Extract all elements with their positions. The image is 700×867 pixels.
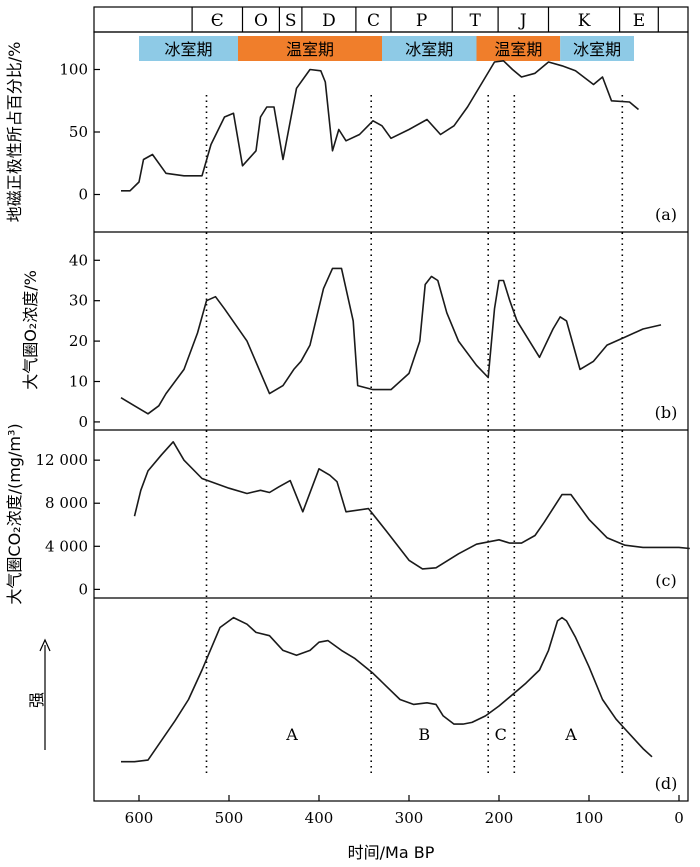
panel-b-label: (b) bbox=[655, 403, 678, 422]
icehouse-band-label: 冰室期 bbox=[405, 40, 453, 59]
plot-frame bbox=[93, 31, 689, 802]
period-label: J bbox=[518, 11, 527, 31]
dotted-reference-lines bbox=[205, 95, 624, 776]
y-axis-labels: 地磁正极性所占百分比/% 大气圈O₂浓度/% 大气圈CO₂浓度/(mg/m³) 强 bbox=[5, 42, 46, 708]
region-label: A bbox=[285, 725, 298, 744]
strength-arrow bbox=[39, 638, 51, 750]
y-tick-label: 10 bbox=[69, 373, 88, 391]
panel-c-ylabel: 大气圈CO₂浓度/(mg/m³) bbox=[5, 423, 24, 604]
period-label: T bbox=[469, 11, 481, 31]
y-tick-label: 0 bbox=[78, 580, 88, 598]
x-tick-label: 500 bbox=[215, 809, 244, 827]
x-tick-label: 100 bbox=[575, 809, 604, 827]
region-label: B bbox=[418, 725, 430, 744]
x-axis-ticks: 600 500 400 300 200 100 0 bbox=[125, 795, 684, 827]
period-label: Є bbox=[211, 11, 224, 31]
panel-dividers bbox=[94, 231, 688, 599]
panel-d-label: (d) bbox=[655, 774, 678, 793]
y-axis-ticks: 0 50 100 0 10 20 30 40 0 4 000 8 000 12 000 bbox=[36, 61, 100, 598]
x-axis-label: 时间/Ma BP bbox=[348, 843, 435, 862]
x-tick-label: 600 bbox=[125, 809, 154, 827]
greenhouse-band-label: 温室期 bbox=[494, 40, 542, 59]
y-tick-label: 4 000 bbox=[45, 537, 88, 555]
icehouse-band-label: 冰室期 bbox=[573, 40, 621, 59]
period-label: O bbox=[254, 11, 268, 31]
icehouse-band bbox=[560, 36, 634, 61]
panel-labels: (a) (b) (c) (d) bbox=[655, 205, 678, 793]
panel-a-label: (a) bbox=[655, 205, 677, 224]
data-curves bbox=[120, 60, 690, 763]
strength-arrow-head bbox=[39, 638, 51, 652]
period-label: S bbox=[285, 11, 297, 31]
y-tick-label: 0 bbox=[78, 413, 88, 431]
y-tick-label: 20 bbox=[69, 332, 88, 350]
y-tick-label: 12 000 bbox=[36, 451, 89, 469]
climate-bands: 冰室期 温室期 冰室期 温室期 冰室期 bbox=[139, 36, 634, 61]
y-tick-label: 8 000 bbox=[45, 494, 88, 512]
period-label: E bbox=[633, 11, 645, 31]
panel-d-ylabel: 强 bbox=[27, 692, 46, 708]
icehouse-band bbox=[139, 36, 238, 61]
panel-c-curve bbox=[133, 441, 690, 570]
y-tick-label: 100 bbox=[59, 61, 88, 79]
x-tick-label: 200 bbox=[485, 809, 514, 827]
x-tick-label: 300 bbox=[395, 809, 424, 827]
region-label: C bbox=[495, 725, 507, 744]
icehouse-band bbox=[382, 36, 477, 61]
panel-b-ylabel: 大气圈O₂浓度/% bbox=[21, 270, 40, 390]
period-label: P bbox=[416, 11, 427, 31]
greenhouse-band bbox=[476, 36, 561, 61]
y-tick-label: 30 bbox=[69, 292, 88, 310]
region-label: A bbox=[564, 725, 577, 744]
greenhouse-band bbox=[238, 36, 382, 61]
period-label: C bbox=[367, 11, 380, 31]
y-tick-label: 40 bbox=[69, 251, 88, 269]
panel-a-curve bbox=[121, 60, 640, 192]
panel-c-label: (c) bbox=[655, 571, 676, 590]
x-tick-label: 0 bbox=[674, 809, 684, 827]
panel-d-curve bbox=[121, 616, 653, 763]
greenhouse-band-label: 温室期 bbox=[286, 40, 334, 59]
period-label: D bbox=[322, 11, 336, 31]
panel-a-ylabel: 地磁正极性所占百分比/% bbox=[5, 42, 24, 223]
x-tick-label: 400 bbox=[305, 809, 334, 827]
panel-b-curve bbox=[120, 267, 662, 415]
icehouse-band-label: 冰室期 bbox=[164, 40, 212, 59]
y-tick-label: 0 bbox=[78, 186, 88, 204]
y-tick-label: 50 bbox=[69, 123, 88, 141]
period-label: K bbox=[578, 11, 591, 31]
